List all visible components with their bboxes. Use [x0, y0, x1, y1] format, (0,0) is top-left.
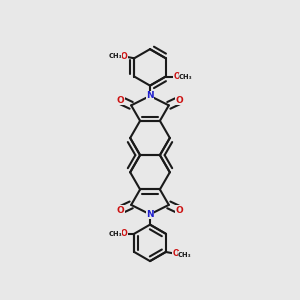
Text: O: O	[116, 206, 124, 214]
Text: O: O	[172, 249, 179, 258]
Text: O: O	[176, 96, 184, 105]
Text: O: O	[173, 72, 180, 81]
Text: CH₃: CH₃	[108, 52, 122, 59]
Text: O: O	[116, 96, 124, 105]
Text: CH₃: CH₃	[108, 231, 122, 237]
Text: O: O	[176, 206, 184, 214]
Text: CH₃: CH₃	[178, 252, 192, 258]
Text: O: O	[121, 229, 128, 238]
Text: O: O	[121, 52, 128, 61]
Text: CH₃: CH₃	[179, 74, 193, 80]
Text: N: N	[146, 210, 154, 219]
Text: N: N	[146, 92, 154, 100]
